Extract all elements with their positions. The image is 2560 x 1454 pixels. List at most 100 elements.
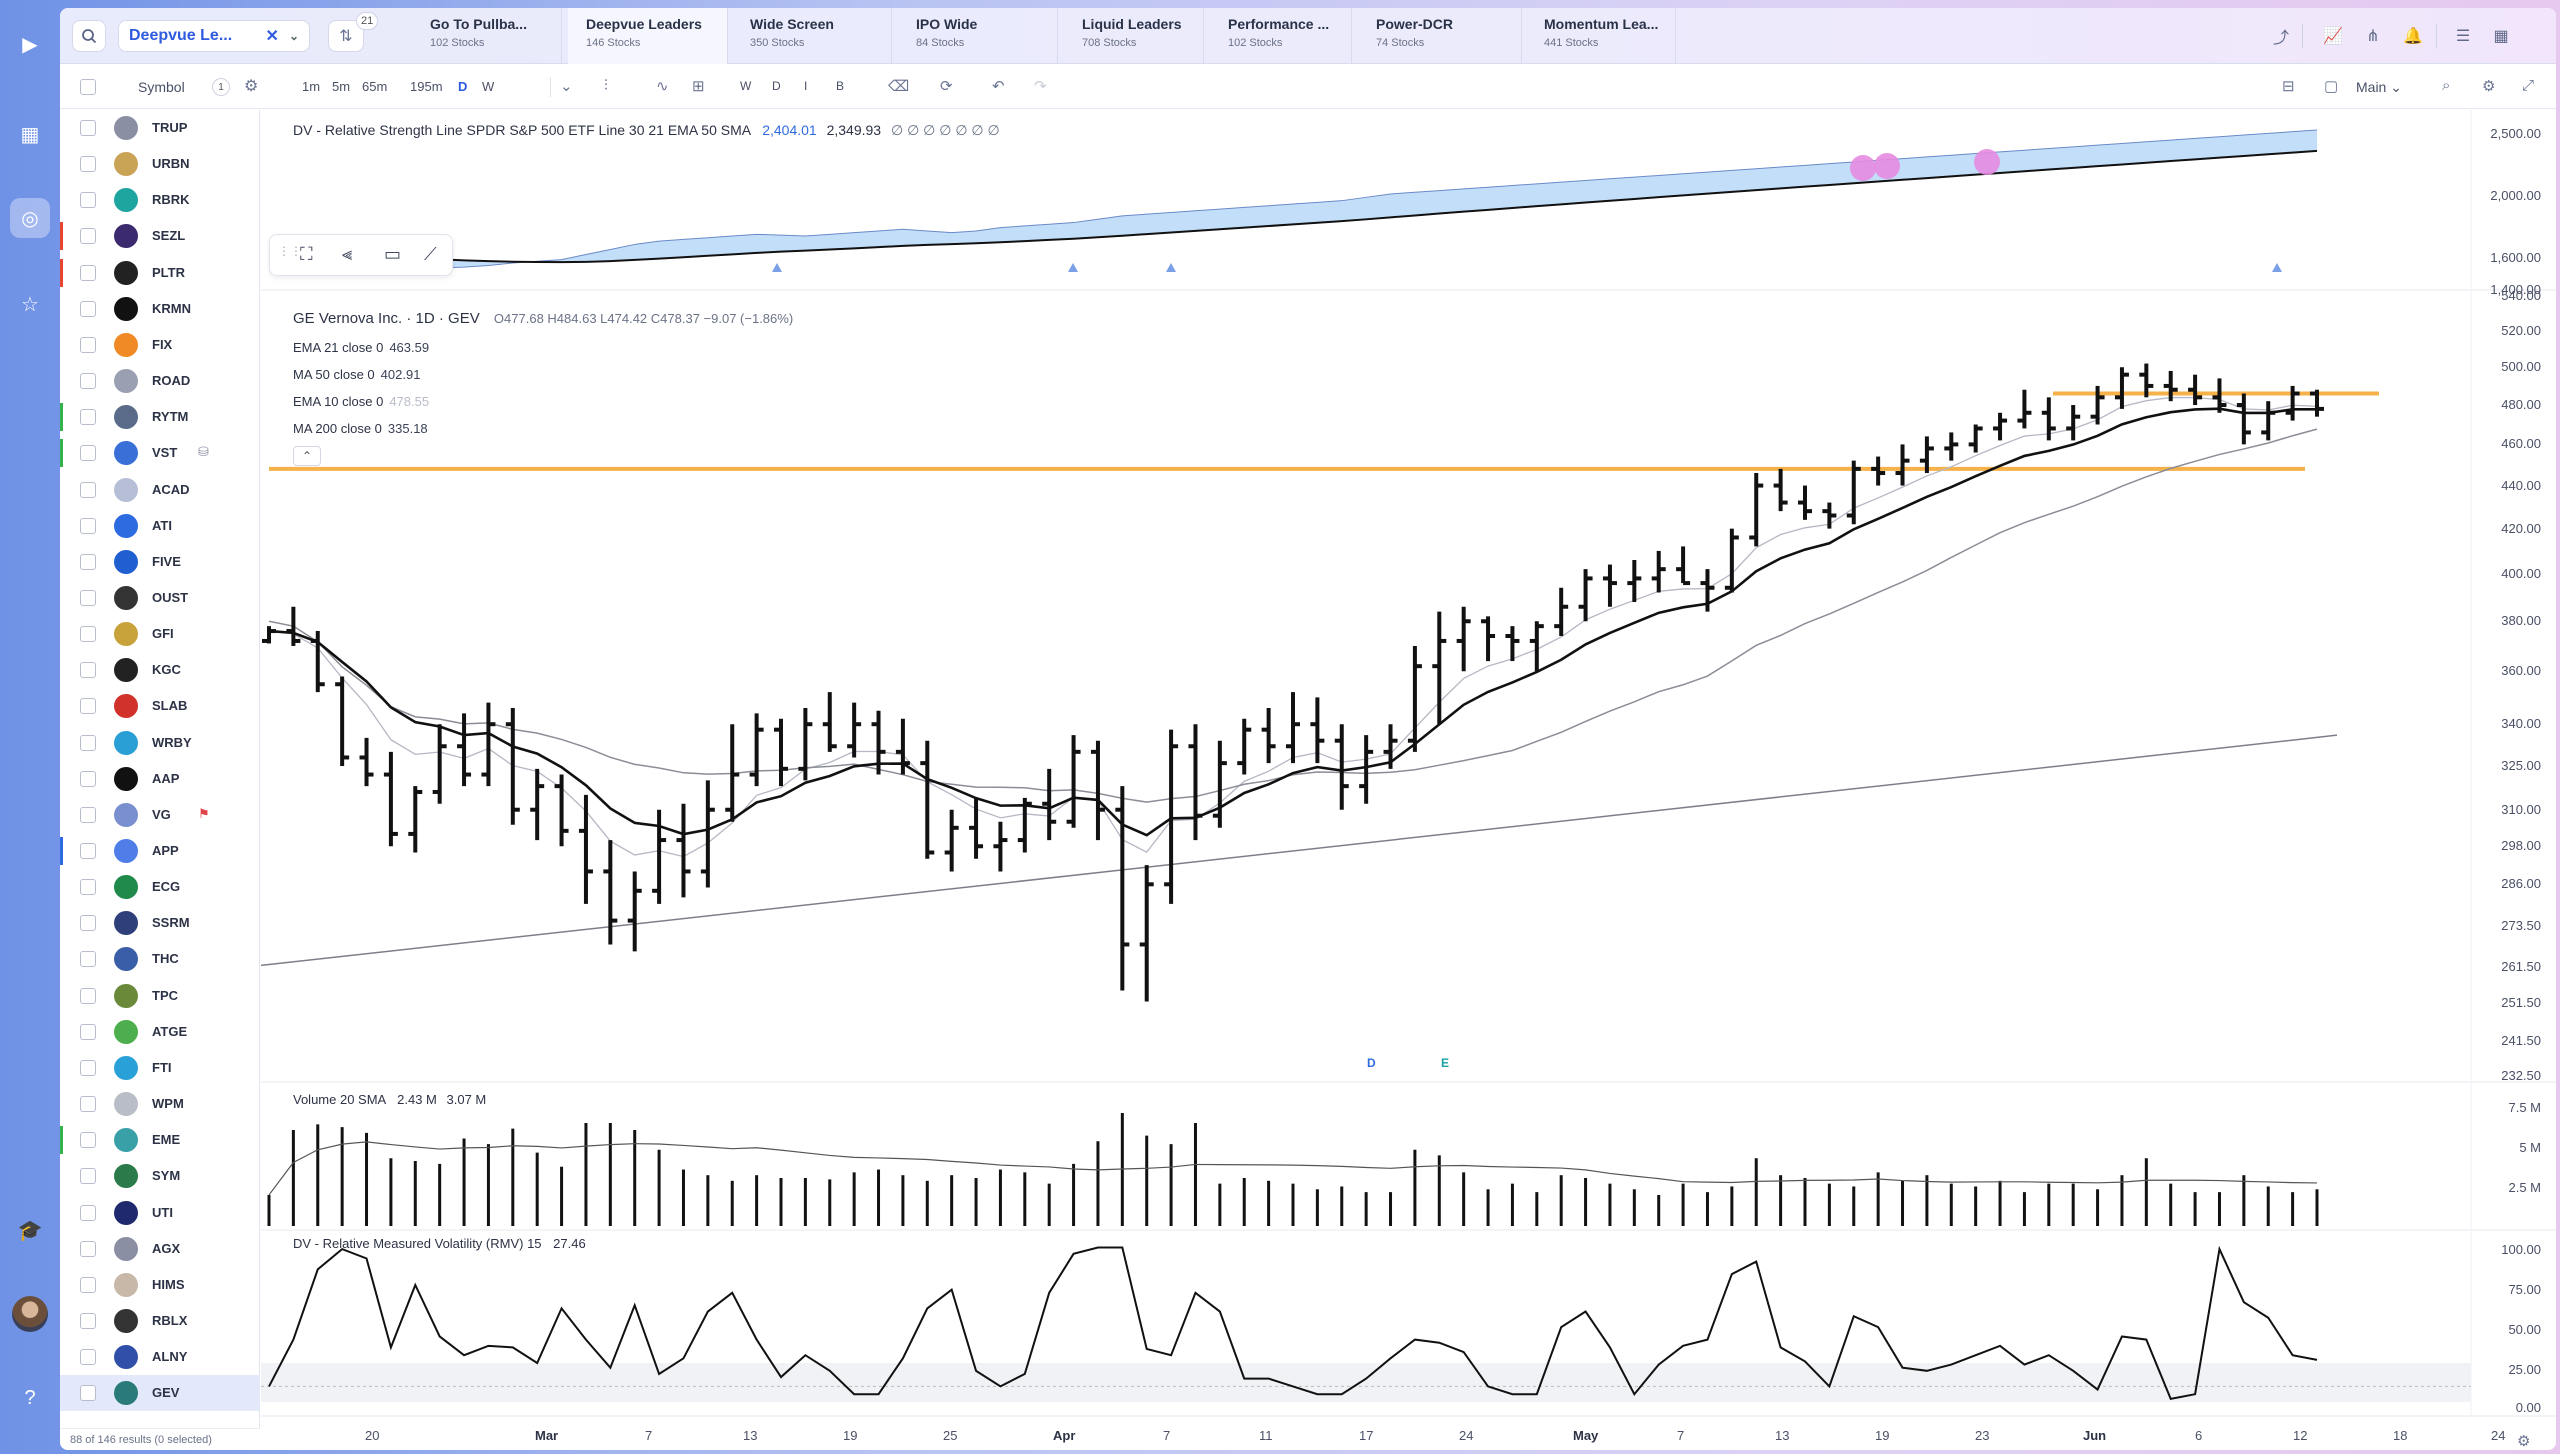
period-button[interactable]: D [772, 79, 781, 93]
list-tab[interactable]: Performance ... 102 Stocks [1210, 8, 1352, 64]
row-checkbox[interactable] [80, 1385, 96, 1402]
redo-icon[interactable]: ↷ [1034, 78, 1047, 95]
row-checkbox[interactable] [80, 445, 96, 462]
gear-icon[interactable]: ⚙ [244, 78, 259, 95]
row-checkbox[interactable] [80, 1168, 96, 1185]
graduation-cap-icon[interactable]: 🎓 [17, 1219, 43, 1242]
row-checkbox[interactable] [80, 662, 96, 679]
watchlist-row[interactable]: RYTM [60, 399, 260, 435]
timeframe-chevron-icon[interactable]: ⌄ [560, 78, 573, 95]
row-checkbox[interactable] [80, 1059, 96, 1076]
row-checkbox[interactable] [80, 1023, 96, 1040]
row-checkbox[interactable] [80, 336, 96, 353]
row-checkbox[interactable] [80, 1096, 96, 1113]
watchlist-row[interactable]: HIMS [60, 1267, 260, 1303]
watchlist-row[interactable]: VST ⛁ [60, 435, 260, 471]
scan-icon[interactable]: ◎ [10, 198, 50, 238]
network-icon[interactable]: ⋔ [2366, 28, 2380, 45]
list-tab[interactable]: Liquid Leaders 708 Stocks [1064, 8, 1204, 64]
eraser-icon[interactable]: ⌫ [888, 78, 910, 95]
layout-grid-icon[interactable]: ⊞ [692, 78, 705, 95]
panel-layout-icon[interactable]: ⊟ [2282, 78, 2295, 95]
watchlist-row[interactable]: AGX [60, 1231, 260, 1267]
watchlist-row[interactable]: ATI [60, 508, 260, 544]
symbol-column-header[interactable]: Symbol [138, 79, 185, 95]
row-checkbox[interactable] [80, 120, 96, 136]
bar-type-icon[interactable]: ⫶ [604, 77, 608, 94]
period-button[interactable]: I [804, 79, 808, 93]
grid-view-icon[interactable]: ▦ [2493, 28, 2509, 45]
watchlist-row[interactable]: RBRK [60, 182, 260, 218]
watchlist-row[interactable]: RBLX [60, 1303, 260, 1339]
watchlist-row[interactable]: EME [60, 1122, 260, 1158]
chevron-down-icon[interactable]: ⌄ [288, 29, 299, 43]
zoom-icon[interactable]: ⌕ [2442, 77, 2451, 94]
watchlist-row[interactable]: ATGE [60, 1014, 260, 1050]
watchlist-row[interactable]: THC [60, 941, 260, 977]
row-checkbox[interactable] [80, 192, 96, 209]
timeframe-button[interactable]: 65m [362, 79, 388, 94]
watchlist-row[interactable]: FTI [60, 1050, 260, 1086]
layout-select[interactable]: Main ⌄ [2356, 79, 2402, 95]
event-marker[interactable]: E [1441, 1056, 1450, 1070]
undo-icon[interactable]: ↶ [992, 78, 1005, 95]
help-icon[interactable]: ? [24, 1386, 36, 1409]
watchlist-row[interactable]: URBN [60, 146, 260, 182]
watchlist-row[interactable]: SEZL [60, 218, 260, 254]
watchlist-row[interactable]: ACAD [60, 472, 260, 508]
clear-icon[interactable]: ✕ [265, 28, 279, 45]
watchlist-row[interactable]: GFI [60, 616, 260, 652]
row-checkbox[interactable] [80, 1276, 96, 1293]
row-checkbox[interactable] [80, 409, 96, 426]
watchlist-row[interactable]: OUST [60, 580, 260, 616]
collapse-legend-button[interactable]: ⌃ [293, 446, 321, 466]
watchlist-row[interactable]: SYM [60, 1158, 260, 1194]
watchlist-row[interactable]: ECG [60, 869, 260, 905]
share-icon[interactable]: ⤴ [2272, 30, 2289, 47]
watchlist-row[interactable]: AAP [60, 761, 260, 797]
watchlist-row[interactable]: GEV [60, 1375, 260, 1412]
chart-canvas[interactable] [261, 110, 2556, 1450]
watchlist-row[interactable]: TRUP [60, 110, 260, 146]
refresh-icon[interactable]: ⟳ [940, 78, 953, 95]
event-marker[interactable]: D [1367, 1056, 1376, 1070]
watchlist-row[interactable]: PLTR [60, 255, 260, 291]
watchlist-row[interactable]: VG ⚑ [60, 797, 260, 833]
chart-area[interactable]: DV - Relative Strength Line SPDR S&P 500… [261, 110, 2556, 1450]
row-checkbox[interactable] [80, 300, 96, 317]
row-checkbox[interactable] [80, 987, 96, 1004]
rectangle-tool-icon[interactable]: ⛶ [300, 244, 313, 264]
row-checkbox[interactable] [80, 698, 96, 715]
row-checkbox[interactable] [80, 915, 96, 932]
row-checkbox[interactable] [80, 843, 96, 859]
timeframe-button[interactable]: D [458, 79, 468, 94]
list-tab[interactable]: IPO Wide 84 Stocks [898, 8, 1058, 64]
watchlist-row[interactable]: SSRM [60, 905, 260, 941]
row-checkbox[interactable] [80, 1312, 96, 1329]
bell-icon[interactable]: 🔔 [2403, 28, 2423, 45]
list-tab[interactable]: Go To Pullba... 102 Stocks [412, 8, 562, 64]
star-icon[interactable]: ☆ [21, 293, 39, 316]
watchlist-row[interactable]: WPM [60, 1086, 260, 1122]
row-checkbox[interactable] [80, 481, 96, 498]
row-checkbox[interactable] [80, 1240, 96, 1257]
dashboard-icon[interactable]: ▦ [20, 123, 40, 146]
watchlist-row[interactable]: ROAD [60, 363, 260, 399]
avatar[interactable] [12, 1296, 48, 1332]
fib-tool-icon[interactable]: ⫷ [342, 244, 353, 264]
watchlist-row[interactable]: TPC [60, 978, 260, 1014]
list-view-icon[interactable]: ☰ [2455, 28, 2471, 45]
row-checkbox[interactable] [80, 517, 96, 534]
row-checkbox[interactable] [80, 879, 96, 896]
row-checkbox[interactable] [80, 806, 96, 823]
settings-icon[interactable]: ⚙ [2517, 1433, 2531, 1450]
fullscreen-icon[interactable]: ⤢ [2522, 77, 2535, 94]
watchlist-row[interactable]: KGC [60, 652, 260, 688]
chart-icon[interactable]: 📈 [2323, 28, 2343, 45]
row-checkbox[interactable] [80, 373, 96, 390]
row-checkbox[interactable] [80, 951, 96, 968]
watchlist-row[interactable]: ALNY [60, 1339, 260, 1375]
list-tab[interactable]: Momentum Lea... 441 Stocks [1526, 8, 1676, 64]
period-button[interactable]: W [740, 79, 752, 93]
row-checkbox[interactable] [80, 770, 96, 787]
